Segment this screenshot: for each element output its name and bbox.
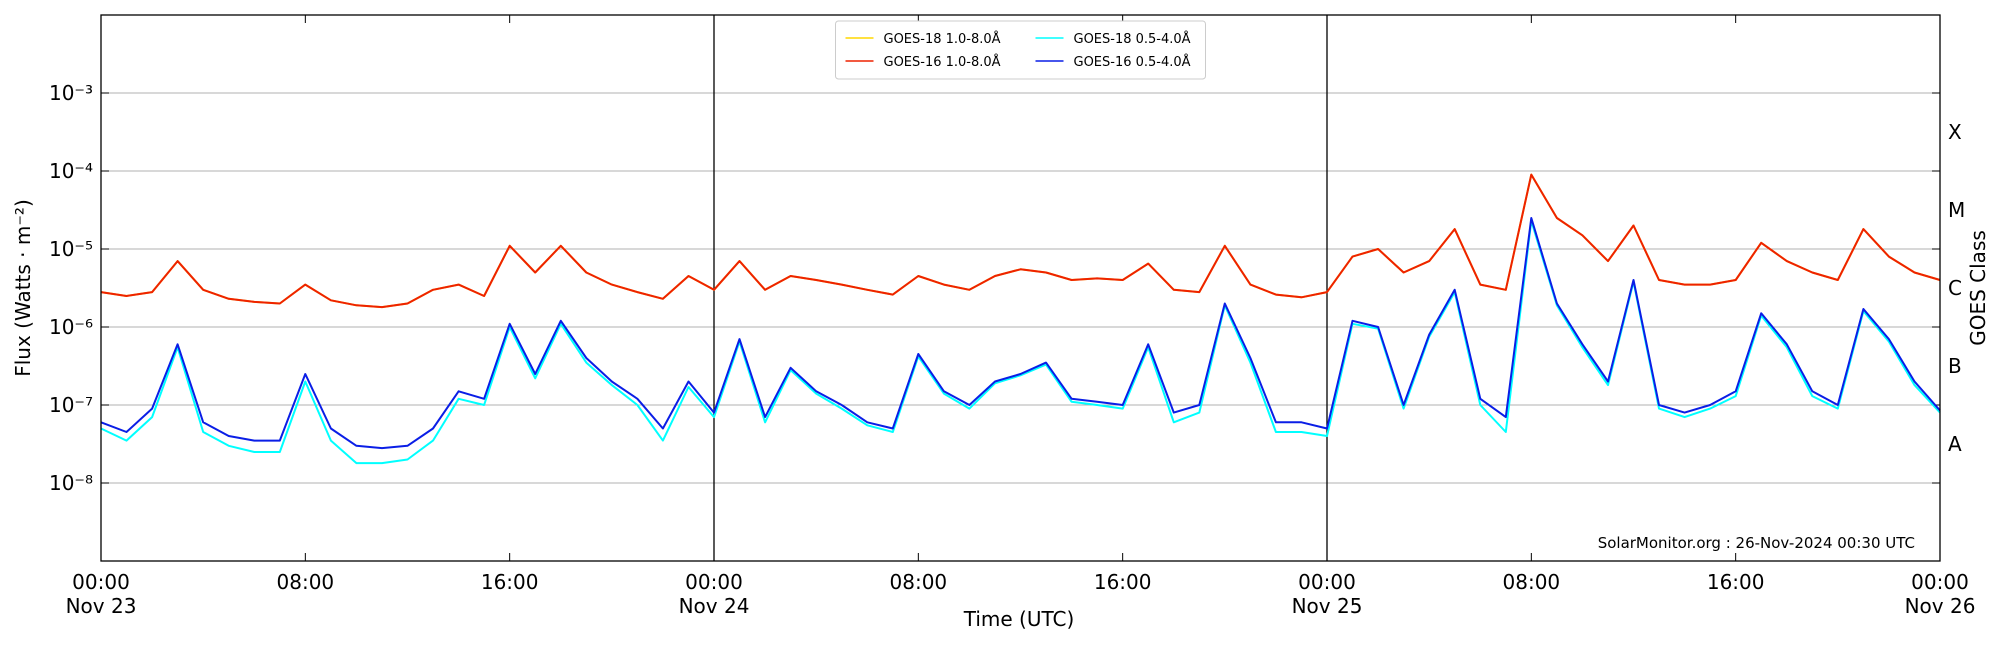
y2-tick-label: A xyxy=(1948,432,1962,456)
legend: GOES-18 1.0-8.0Å GOES-16 1.0-8.0Å GOES-18 … xyxy=(835,20,1206,80)
x-tick-label: Nov 25 xyxy=(1292,594,1363,618)
legend-box xyxy=(835,20,1206,80)
x-tick-label: Nov 23 xyxy=(66,594,137,618)
plot-frame xyxy=(100,14,1941,562)
series-line xyxy=(100,173,1941,309)
x-tick-label: 08:00 xyxy=(1503,570,1561,594)
y2-tick-label: C xyxy=(1948,276,1962,300)
x-tick-label: 00:00 xyxy=(1911,570,1969,594)
legend-label: GOES-18 0.5-4.0Å xyxy=(1074,31,1191,47)
y-tick-label: 10⁻⁴ xyxy=(49,159,93,183)
x-axis-label: Time (UTC) xyxy=(963,607,1075,631)
y2-tick-label: M xyxy=(1948,198,1965,222)
x-tick-label: 08:00 xyxy=(277,570,335,594)
y-tick-label: 10⁻⁷ xyxy=(49,393,93,417)
x-tick-label: 08:00 xyxy=(890,570,948,594)
y-axis-label: Flux (Watts · m⁻²) xyxy=(11,199,35,377)
y-tick-label: 10⁻⁵ xyxy=(49,237,93,261)
legend-label: GOES-18 1.0-8.0Å xyxy=(884,31,1001,47)
x-tick-label: 16:00 xyxy=(481,570,539,594)
y2-axis-label: GOES Class xyxy=(1966,230,1990,346)
series-line xyxy=(100,217,1941,450)
legend-label: GOES-16 0.5-4.0Å xyxy=(1074,54,1191,70)
y2-tick-label: B xyxy=(1948,354,1962,378)
y2-tick-label: X xyxy=(1948,120,1962,144)
x-tick-label: 16:00 xyxy=(1094,570,1152,594)
x-tick-label: 00:00 xyxy=(685,570,743,594)
series-line xyxy=(100,173,1941,309)
x-tick-label: Nov 26 xyxy=(1905,594,1976,618)
y-tick-label: 10⁻⁶ xyxy=(49,315,93,339)
series-line xyxy=(100,219,1941,465)
annotation: SolarMonitor.org : 26-Nov-2024 00:30 UTC xyxy=(1598,534,1915,552)
x-tick-label: Nov 24 xyxy=(679,594,750,618)
x-tick-label: 00:00 xyxy=(72,570,130,594)
legend-label: GOES-16 1.0-8.0Å xyxy=(884,54,1001,70)
y-tick-label: 10⁻³ xyxy=(49,81,93,105)
y-tick-label: 10⁻⁸ xyxy=(49,471,93,495)
x-tick-label: 16:00 xyxy=(1707,570,1765,594)
x-tick-label: 00:00 xyxy=(1298,570,1356,594)
